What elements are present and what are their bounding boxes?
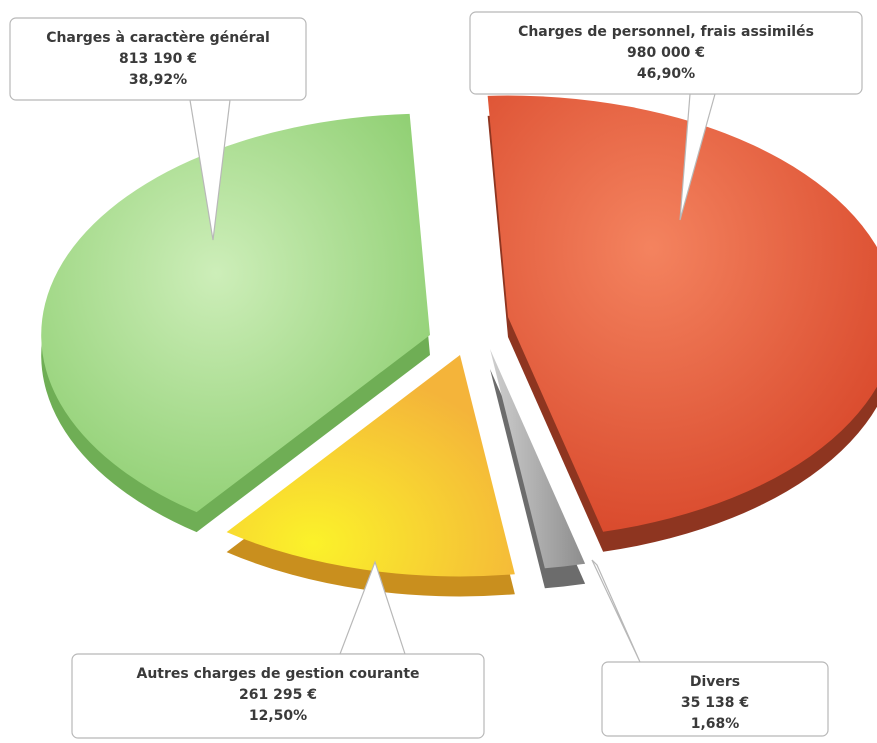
leader-lines [189,93,716,663]
slice-percent-autres: 12,50% [249,708,307,724]
callout-box-personnel [469,11,863,95]
slice-label-personnel: Charges de personnel, frais assimilés [518,24,814,40]
pie-slice-personnel [487,95,877,532]
slice-label-general: Charges à caractère général [46,30,270,46]
slice-label-divers: Divers [690,674,740,690]
slice-value-autres: 261 295 € [239,687,317,703]
leader-line-divers [591,559,641,663]
pie-slice-autres [226,355,515,577]
pie-slice-divers [490,349,586,569]
slice-value-divers: 35 138 € [681,695,749,711]
slice-label-autres: Autres charges de gestion courante [136,666,419,682]
slice-top-layer [41,95,877,577]
slice-value-general: 813 190 € [119,51,197,67]
callout-layer: Charges de personnel, frais assimilés 980… [9,11,863,739]
slice-value-personnel: 980 000 € [627,45,705,61]
callout-box-general [9,17,307,101]
callout-box-divers [601,661,829,737]
slice-percent-general: 38,92% [129,72,187,88]
callout-box-autres [71,653,485,739]
pie-slice-general [41,113,431,513]
slice-percent-personnel: 46,90% [637,66,695,82]
slice-percent-divers: 1,68% [691,716,740,732]
